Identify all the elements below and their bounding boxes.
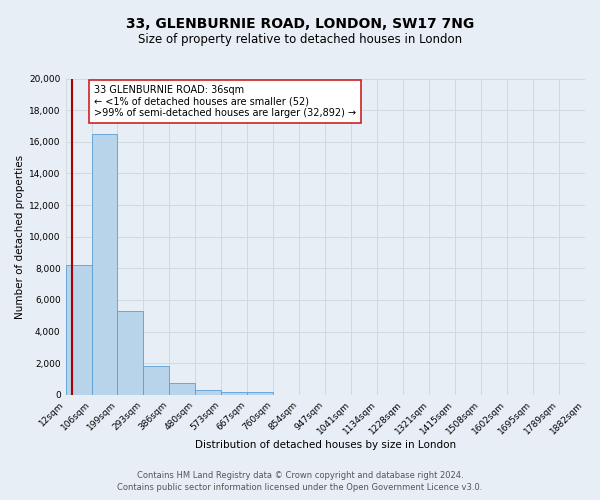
Text: Size of property relative to detached houses in London: Size of property relative to detached ho…	[138, 32, 462, 46]
Bar	[118, 311, 143, 395]
Bar	[65, 265, 92, 395]
X-axis label: Distribution of detached houses by size in London: Distribution of detached houses by size …	[195, 440, 456, 450]
Y-axis label: Number of detached properties: Number of detached properties	[15, 154, 25, 318]
Bar	[143, 366, 169, 395]
Bar	[196, 390, 221, 395]
Text: Contains public sector information licensed under the Open Government Licence v3: Contains public sector information licen…	[118, 484, 482, 492]
Text: 33 GLENBURNIE ROAD: 36sqm
← <1% of detached houses are smaller (52)
>99% of semi: 33 GLENBURNIE ROAD: 36sqm ← <1% of detac…	[94, 85, 356, 118]
Bar	[92, 134, 118, 395]
Text: Contains HM Land Registry data © Crown copyright and database right 2024.: Contains HM Land Registry data © Crown c…	[137, 471, 463, 480]
Text: 33, GLENBURNIE ROAD, LONDON, SW17 7NG: 33, GLENBURNIE ROAD, LONDON, SW17 7NG	[126, 18, 474, 32]
Bar	[169, 383, 196, 395]
Bar	[247, 392, 274, 395]
Bar	[221, 392, 247, 395]
